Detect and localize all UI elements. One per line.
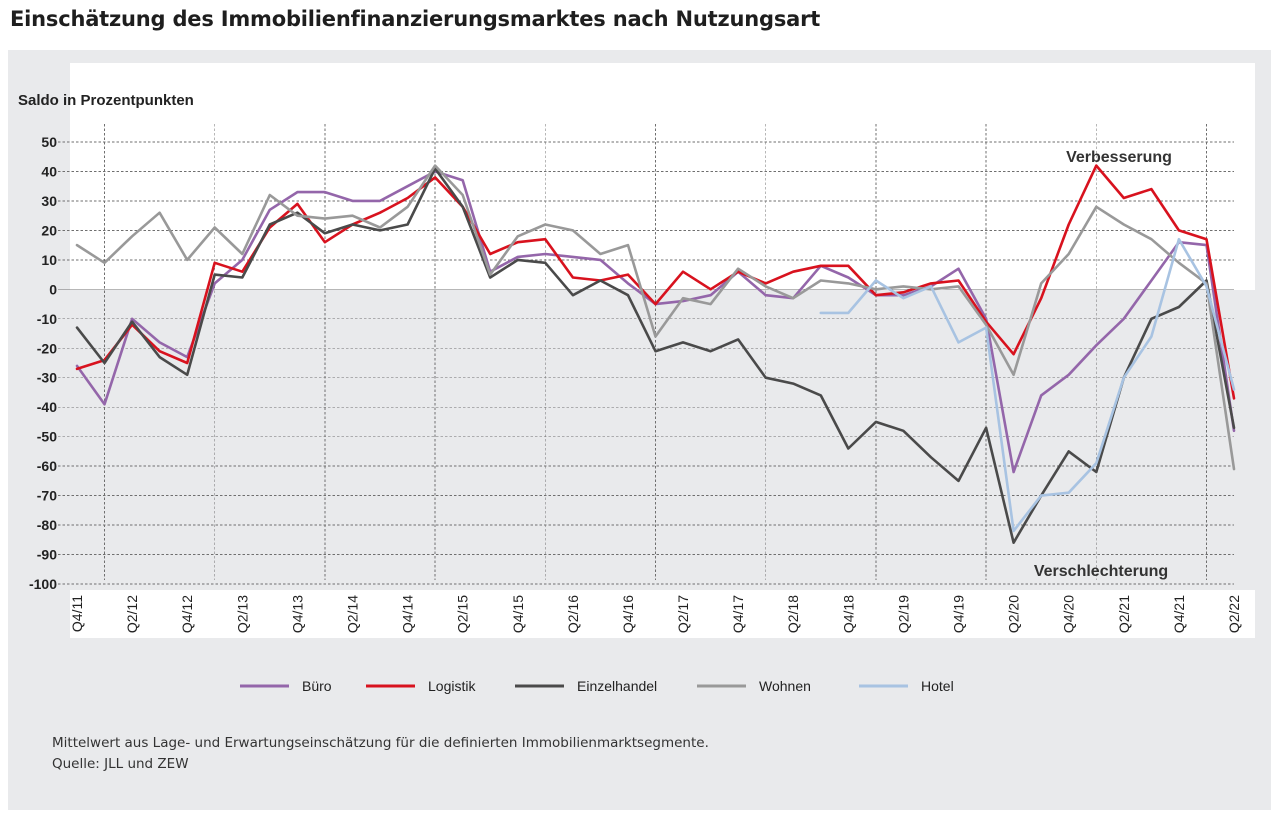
y-tick-label: -90: [37, 547, 57, 563]
y-axis-label: Saldo in Prozentpunkten: [18, 92, 194, 109]
x-tick-label: Q4/12: [179, 595, 195, 633]
x-tick-label: Q2/20: [1006, 595, 1022, 633]
y-tick-label: 0: [49, 281, 57, 297]
legend: Büro Logistik Einzelhandel Wohnen Hotel: [240, 678, 954, 694]
y-tick-label: 50: [41, 134, 57, 150]
chart-panel: 50 40 30 20 10 0 -10 -20 -30 -40 -50 -60 -70 -80 -90 -1…: [8, 50, 1271, 810]
x-tick-label: Q2/15: [455, 595, 471, 633]
y-tick-label: 20: [41, 222, 57, 238]
x-tick-label: Q4/11: [69, 595, 85, 632]
footnote: Mittelwert aus Lage- und Erwartungseinsc…: [52, 735, 709, 751]
x-tick-label: Q4/15: [510, 595, 526, 633]
y-tick-label: 30: [41, 193, 57, 209]
legend-label-hotel: Hotel: [921, 678, 954, 694]
x-tick-label: Q2/21: [1116, 595, 1132, 633]
y-tick-label: -40: [37, 399, 57, 415]
series-line-logistik: [75, 164, 1236, 400]
y-tick-label: -70: [37, 488, 57, 504]
page-title: Einschätzung des Immobilienfinanzierungs…: [10, 7, 821, 31]
x-tick-label: Q4/14: [400, 595, 416, 633]
negative-area-shading: [70, 290, 1255, 590]
y-tick-label: 40: [41, 163, 57, 179]
x-tick-label: Q2/18: [785, 595, 801, 633]
y-tick-label: -80: [37, 517, 57, 533]
series-line-hotel: [819, 237, 1236, 533]
legend-label-einzelhandel: Einzelhandel: [577, 678, 657, 694]
line-chart: 50 40 30 20 10 0 -10 -20 -30 -40 -50 -60 -70 -80 -90 -1…: [18, 63, 1255, 694]
legend-label-wohnen: Wohnen: [759, 678, 811, 694]
y-tick-label: -30: [37, 370, 57, 386]
x-tick-label: Q2/16: [565, 595, 581, 633]
x-tick-label: Q4/17: [730, 595, 746, 633]
y-tick-label: -20: [37, 340, 57, 356]
x-tick-label: Q4/16: [620, 595, 636, 633]
annotation-deterioration: Verschlechterung: [1034, 563, 1168, 580]
x-tick-label: Q4/21: [1171, 595, 1187, 633]
legend-label-buero: Büro: [302, 678, 332, 694]
y-tick-label: -100: [29, 576, 57, 592]
x-tick-label: Q2/13: [234, 595, 250, 633]
x-tick-label: Q4/18: [840, 595, 856, 633]
x-tick-label: Q2/22: [1226, 595, 1242, 633]
x-tick-label: Q2/19: [895, 595, 911, 633]
x-tick-label: Q2/14: [344, 595, 360, 633]
x-tick-label: Q4/13: [289, 595, 305, 633]
x-tick-label: Q4/19: [951, 595, 967, 633]
y-tick-label: -50: [37, 429, 57, 445]
y-tick-label: -10: [37, 311, 57, 327]
annotation-improvement: Verbesserung: [1066, 149, 1172, 166]
legend-label-logistik: Logistik: [428, 678, 476, 694]
series-line-wohnen: [75, 164, 1236, 471]
source-note: Quelle: JLL und ZEW: [52, 756, 189, 772]
x-tick-label: Q2/17: [675, 595, 691, 633]
x-tick-label: Q4/20: [1061, 595, 1077, 633]
y-tick-label: 10: [41, 252, 57, 268]
y-tick-label: -60: [37, 458, 57, 474]
x-tick-label: Q2/12: [124, 595, 140, 633]
